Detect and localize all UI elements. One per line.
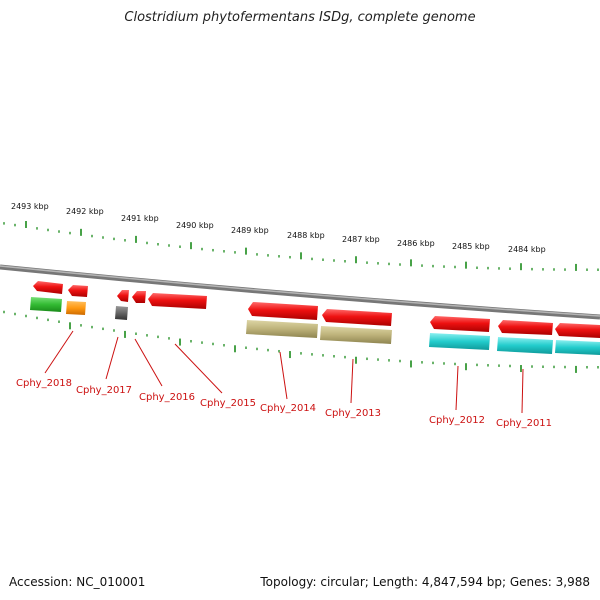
cds-feature[interactable] [248, 302, 318, 320]
cds-feature[interactable] [117, 290, 129, 302]
scale-label: 2484 kbp [508, 245, 546, 254]
scale-label: 2485 kbp [452, 242, 490, 251]
cds-feature[interactable] [132, 291, 146, 303]
label-leader-lines [44, 330, 524, 414]
gray-feature[interactable] [115, 306, 128, 320]
scale-label: 2493 kbp [11, 202, 49, 211]
accession-text: Accession: NC_010001 [9, 575, 146, 589]
scale-labels: 2493 kbp 2492 kbp 2491 kbp 2490 kbp 2489 kbp… [11, 202, 546, 254]
cds-feature[interactable] [33, 281, 63, 294]
map-title: Clostridium phytofermentans ISDg, comple… [124, 10, 476, 25]
green-feature[interactable] [30, 297, 62, 312]
cds-feature[interactable] [68, 285, 88, 297]
cds-feature[interactable] [148, 293, 207, 309]
gene-label[interactable]: Cphy_2012 [429, 415, 485, 426]
outer-scale-ticks [3, 220, 599, 271]
gene-label[interactable]: Cphy_2011 [496, 418, 552, 429]
orange-feature[interactable] [66, 301, 86, 315]
scale-label: 2492 kbp [66, 207, 104, 216]
genome-backbone [0, 264, 600, 320]
cds-features [33, 281, 600, 338]
cds-feature[interactable] [430, 316, 490, 332]
olive-feature[interactable] [320, 326, 392, 344]
gene-label[interactable]: Cphy_2013 [325, 408, 381, 419]
scale-label: 2486 kbp [397, 239, 435, 248]
inner-scale-ticks [3, 310, 599, 373]
cyan-feature[interactable] [497, 337, 553, 354]
gene-label[interactable]: Cphy_2018 [16, 378, 72, 389]
cds-feature[interactable] [322, 309, 392, 326]
gene-label[interactable]: Cphy_2014 [260, 403, 316, 414]
gene-label[interactable]: Cphy_2017 [76, 385, 132, 396]
gene-labels: Cphy_2018 Cphy_2017 Cphy_2016 Cphy_2015 … [16, 378, 552, 429]
scale-label: 2490 kbp [176, 221, 214, 230]
cyan-feature[interactable] [555, 340, 600, 355]
gene-label[interactable]: Cphy_2016 [139, 392, 195, 403]
other-features [30, 297, 600, 355]
scale-label: 2488 kbp [287, 231, 325, 240]
genome-stats-text: Topology: circular; Length: 4,847,594 bp… [260, 575, 590, 589]
scale-label: 2491 kbp [121, 214, 159, 223]
cds-feature[interactable] [498, 320, 553, 335]
scale-label: 2487 kbp [342, 235, 380, 244]
gene-label[interactable]: Cphy_2015 [200, 398, 256, 409]
scale-label: 2489 kbp [231, 226, 269, 235]
cds-feature[interactable] [555, 323, 600, 338]
cyan-feature[interactable] [429, 333, 490, 350]
olive-feature[interactable] [246, 320, 318, 338]
